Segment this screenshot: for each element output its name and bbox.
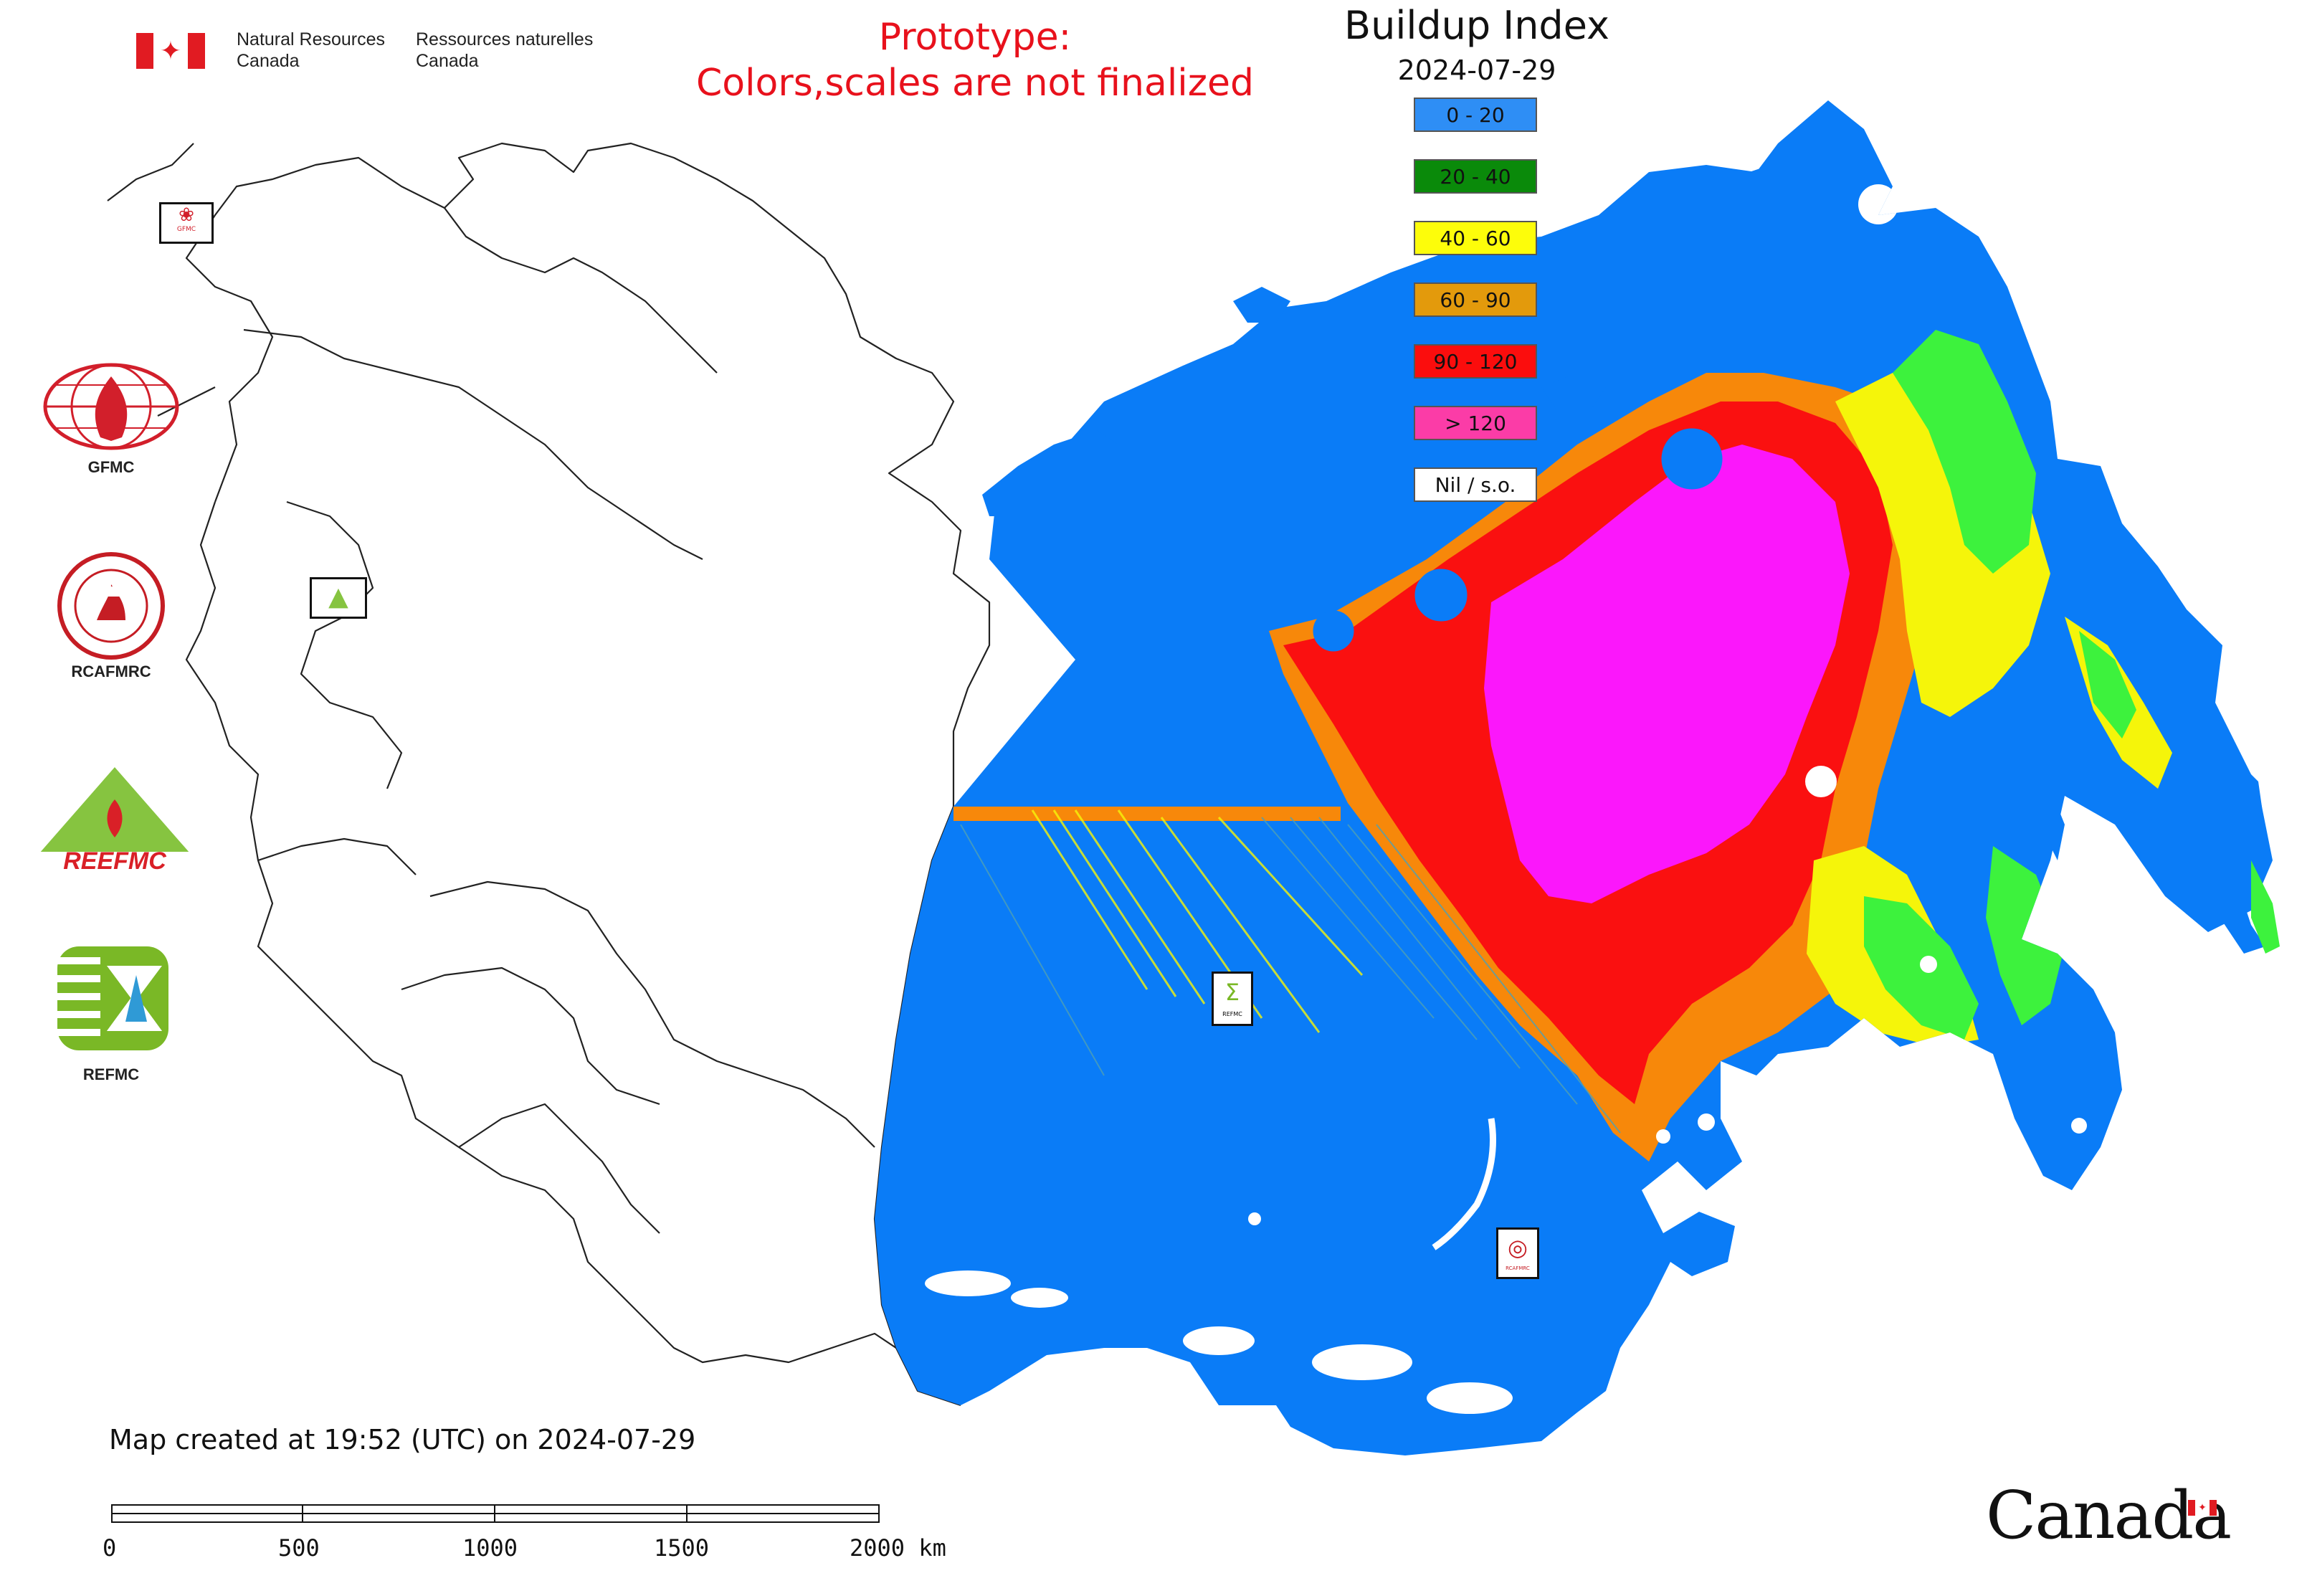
rcafmrc-marker-label: RCAFMRC [1506, 1265, 1530, 1271]
index-raster [875, 100, 2273, 1455]
scale-tick-1500: 1500 [654, 1534, 710, 1562]
gfmc-label: GFMC [87, 458, 135, 476]
legend-item-20-40: 20 - 40 [1414, 159, 1537, 194]
legend-label: Nil / s.o. [1435, 472, 1516, 497]
gfmc-map-marker[interactable]: ❀ GFMC [159, 202, 214, 244]
scale-tick-1000: 1000 [462, 1534, 518, 1562]
legend-item-90-120: 90 - 120 [1414, 344, 1537, 379]
prototype-notice-line1: Prototype: [878, 16, 1072, 59]
reefmc-marker-icon: ▲ [328, 582, 348, 612]
gfmc-marker-icon: ❀ [179, 204, 194, 226]
legend-label: 90 - 120 [1433, 349, 1518, 374]
reefmc-logo: REEFMC [39, 767, 190, 875]
legend-label: > 120 [1445, 411, 1506, 435]
department-name-en-line2: Canada [237, 51, 300, 71]
scale-tick-500: 500 [278, 1534, 320, 1562]
japan-islands [2043, 760, 2280, 954]
arctic-islands [982, 158, 1807, 516]
western-outline [107, 142, 991, 1407]
department-name-en-line1: Natural Resources [237, 29, 386, 49]
rcafmrc-seal-icon [57, 552, 165, 660]
refmc-marker-label: REFMC [1222, 1011, 1242, 1017]
rcafmrc-marker-icon: ◎ [1508, 1234, 1528, 1261]
gfmc-marker-label: GFMC [176, 226, 196, 233]
legend-label: 60 - 90 [1440, 288, 1511, 312]
government-signature: ✦ Natural Resources Canada Ressources na… [136, 29, 602, 79]
scale-tick-2000: 2000 km [850, 1534, 946, 1562]
legend-item-nil: Nil / s.o. [1414, 467, 1537, 502]
legend-item-60-90: 60 - 90 [1414, 282, 1537, 317]
legend-label: 20 - 40 [1440, 164, 1511, 189]
department-name-fr-line2: Canada [416, 51, 479, 71]
wordmark-flag-icon: ✦ [2188, 1500, 2217, 1516]
rcafmrc-label: RCAFMRC [71, 662, 151, 680]
refmc-label: REFMC [82, 1065, 140, 1083]
legend-label: 0 - 20 [1446, 103, 1505, 127]
map-created-timestamp: Map created at 19:52 (UTC) on 2024-07-29 [109, 1424, 696, 1455]
refmc-marker-icon: Σ [1224, 979, 1240, 1006]
reefmc-triangle-icon [39, 767, 190, 873]
map-date: 2024-07-29 [1397, 54, 1556, 86]
legend-label: 40 - 60 [1440, 226, 1511, 250]
refmc-sigma-icon [57, 946, 168, 1050]
legend-item-0-20: 0 - 20 [1414, 98, 1537, 132]
refmc-map-marker[interactable]: Σ REFMC [1212, 972, 1253, 1026]
map-title: Buildup Index [1344, 3, 1609, 48]
scale-tick-0: 0 [103, 1534, 117, 1562]
prototype-notice-line2: Colors,scales are not finalized [695, 62, 1255, 105]
refmc-logo: REFMC [39, 946, 183, 1090]
rcafmrc-map-marker[interactable]: ◎ RCAFMRC [1496, 1227, 1539, 1279]
canada-flag-icon: ✦ [136, 33, 205, 69]
department-name-fr-line1: Ressources naturelles [416, 29, 594, 49]
reefmc-label: REEFMC [63, 847, 166, 875]
prototype-notice: Prototype: Colors,scales are not finaliz… [645, 14, 1305, 106]
gfmc-logo: GFMC [39, 362, 183, 477]
reefmc-map-marker[interactable]: ▲ [310, 577, 367, 619]
rcafmrc-logo: RCAFMRC [39, 552, 183, 688]
gfmc-globe-icon [43, 363, 179, 450]
legend-item-40-60: 40 - 60 [1414, 221, 1537, 255]
scale-bar [111, 1504, 880, 1526]
legend-item-over-120: > 120 [1414, 406, 1537, 440]
